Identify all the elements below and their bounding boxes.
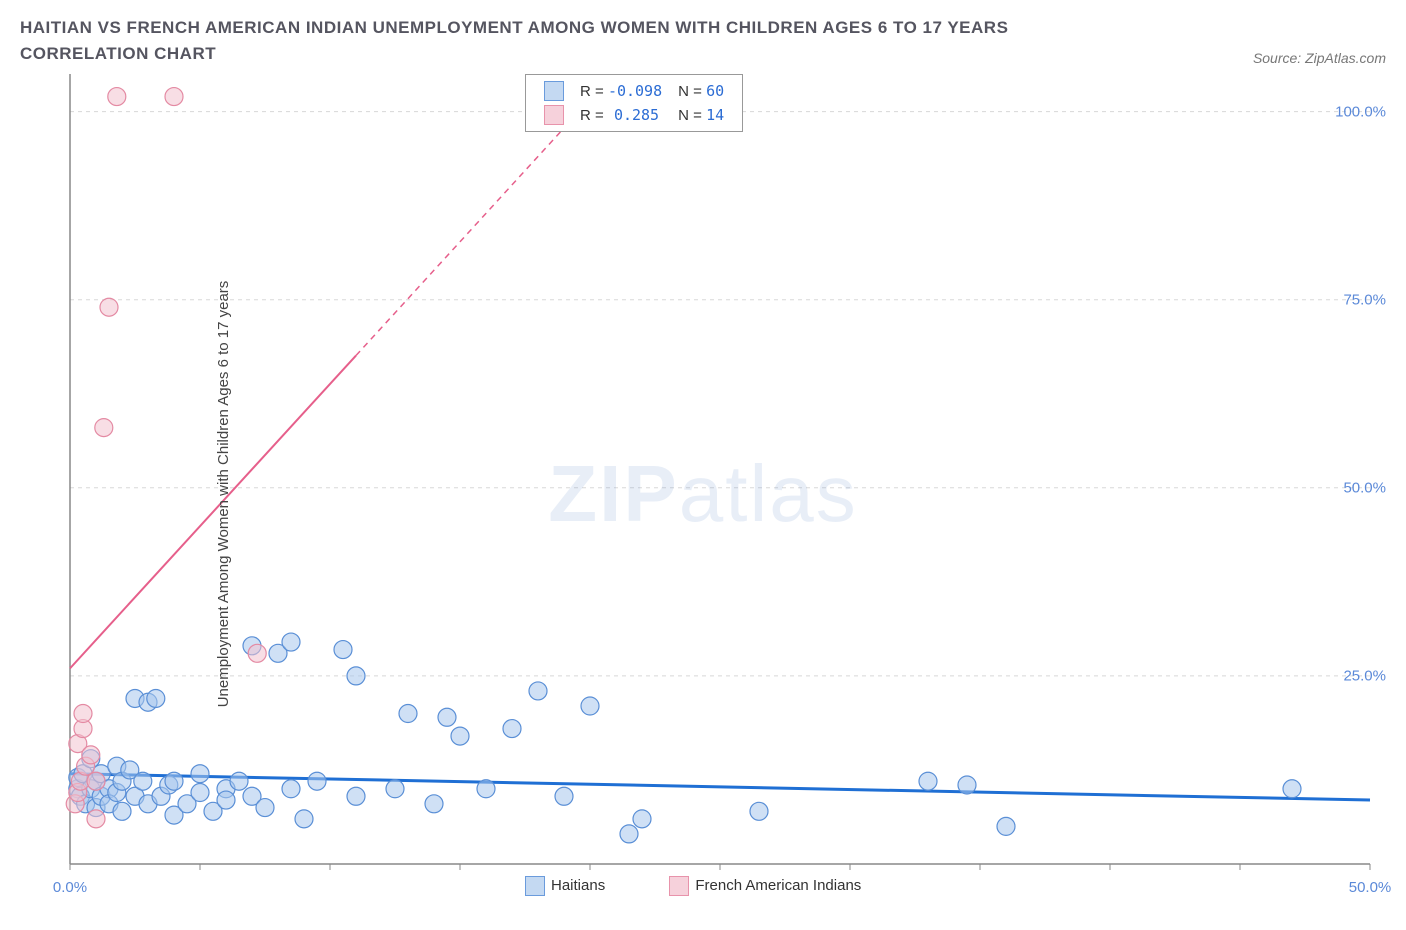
series-legend: Haitians French American Indians [525,876,921,896]
y-tick-label: 25.0% [1343,667,1386,684]
x-tick-label: 50.0% [1349,879,1392,896]
x-tick-label: 0.0% [53,879,87,896]
stats-row-haitians: R = -0.098 N = 60 [536,79,732,103]
chart-container: Unemployment Among Women with Children A… [20,74,1386,914]
source-label: Source: ZipAtlas.com [1253,50,1386,66]
y-tick-label: 75.0% [1343,291,1386,308]
stats-row-french: R = 0.285 N = 14 [536,103,732,127]
chart-title: HAITIAN VS FRENCH AMERICAN INDIAN UNEMPL… [20,15,1120,66]
y-axis-label: Unemployment Among Women with Children A… [215,281,232,708]
y-tick-label: 50.0% [1343,479,1386,496]
stats-legend: R = -0.098 N = 60 R = 0.285 N = 14 [525,74,743,132]
y-tick-label: 100.0% [1335,103,1386,120]
